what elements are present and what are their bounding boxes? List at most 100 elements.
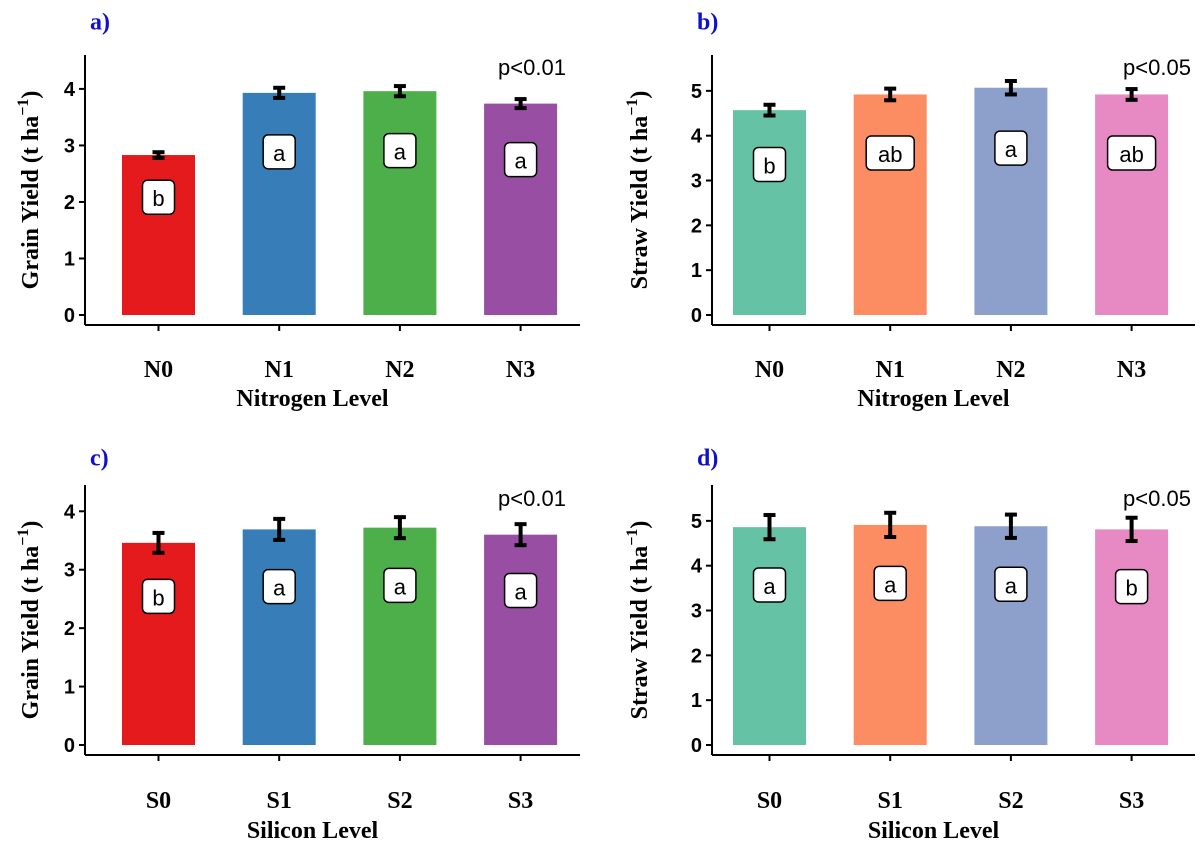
bar-N1 (242, 92, 316, 315)
y-tick-label: 4 (691, 556, 703, 578)
svg-text:a: a (884, 572, 897, 597)
y-tick-label: 3 (64, 560, 75, 582)
bar-S1 (853, 524, 927, 745)
sig-letter-S0: a (752, 567, 787, 603)
sig-letter-S3: a (503, 572, 538, 609)
p-value-annotation: p<0.01 (498, 486, 566, 511)
svg-text:a: a (273, 141, 286, 166)
sig-letter-N2: a (383, 132, 417, 169)
bar-S0 (733, 527, 806, 745)
y-tick-label: 2 (691, 645, 702, 667)
x-tick-label-N2: N2 (385, 357, 414, 383)
y-tick-label: 4 (64, 501, 76, 523)
y-tick-label: 2 (64, 618, 75, 640)
y-tick-label: 3 (691, 601, 702, 623)
y-tick-label: 5 (691, 81, 702, 103)
sig-letter-S1: a (262, 568, 296, 605)
error-bar-S2 (393, 515, 406, 541)
x-tick-label-S0: S0 (757, 788, 782, 814)
y-tick-label: 2 (64, 192, 75, 214)
error-bar-N2 (393, 84, 406, 99)
bar-N3 (1095, 94, 1169, 315)
sig-letter-N3: a (503, 141, 538, 178)
y-tick-label: 5 (691, 511, 702, 533)
svg-text:ab: ab (878, 142, 902, 167)
bar-N1 (853, 94, 927, 315)
x-axis-title: Nitrogen Level (857, 386, 1010, 412)
y-tick-label: 0 (64, 305, 75, 327)
x-tick-label-S2: S2 (387, 788, 412, 814)
x-tick-label-N0: N0 (755, 357, 784, 383)
svg-text:b: b (152, 186, 164, 211)
error-bar-N2 (1004, 79, 1017, 97)
x-tick-label-S0: S0 (146, 788, 171, 814)
bar-S3 (484, 534, 558, 745)
y-tick-label: 1 (64, 248, 75, 270)
sig-letter-S2: a (383, 567, 417, 604)
error-bar-S0 (763, 513, 776, 542)
panel-tag: c) (90, 446, 109, 472)
error-bar-S1 (884, 510, 897, 539)
y-tick-label: 0 (64, 735, 75, 757)
svg-text:a: a (514, 579, 527, 604)
sig-letter-N3: ab (1106, 135, 1157, 171)
svg-text:a: a (763, 574, 776, 599)
error-bar-N1 (884, 86, 897, 103)
bar-N3 (484, 103, 558, 315)
p-value-annotation: p<0.05 (1123, 55, 1191, 80)
error-bar-S2 (1004, 512, 1017, 540)
error-bar-S1 (273, 516, 286, 542)
y-tick-label: 0 (691, 735, 702, 757)
p-value-annotation: p<0.05 (1123, 486, 1191, 511)
svg-text:a: a (273, 576, 286, 601)
panel-tag: b) (697, 10, 718, 36)
error-bar-S3 (514, 522, 527, 548)
svg-text:a: a (1005, 573, 1018, 598)
error-bar-N0 (152, 150, 165, 160)
chart-panel-4: d) a a a b 0 1 2 3 4 5 S0 S1 S2 S3 Silicon Level Straw Y… (624, 446, 1195, 844)
panel-tag: d) (697, 446, 718, 472)
bar-N0 (122, 155, 195, 315)
y-tick-label: 4 (64, 79, 76, 101)
x-tick-label-N1: N1 (265, 357, 294, 383)
svg-text:a: a (514, 149, 527, 174)
x-tick-label-N2: N2 (996, 357, 1025, 383)
x-tick-label-N1: N1 (876, 357, 905, 383)
sig-letter-S0: b (141, 578, 176, 615)
svg-text:a: a (394, 574, 407, 599)
bar-N0 (733, 110, 806, 315)
sig-letter-S1: a (873, 565, 907, 602)
y-tick-label: 3 (64, 135, 75, 157)
y-axis-title: Grain Yield (t ha−1) (15, 91, 44, 290)
bar-S1 (242, 529, 316, 745)
bar-S0 (122, 542, 195, 745)
svg-text:b: b (1125, 576, 1137, 601)
error-bar-N3 (1125, 87, 1138, 102)
x-tick-label-S3: S3 (508, 788, 533, 814)
y-tick-label: 1 (64, 677, 75, 699)
x-axis-title: Silicon Level (247, 818, 379, 844)
x-tick-label-S2: S2 (998, 788, 1023, 814)
sig-letter-N1: ab (865, 135, 915, 171)
y-tick-label: 1 (691, 690, 702, 712)
sig-letter-N1: a (262, 134, 296, 170)
error-bar-S0 (152, 530, 165, 555)
sig-letter-S3: b (1114, 568, 1149, 605)
svg-text:a: a (394, 140, 407, 165)
error-bar-N3 (514, 97, 527, 111)
x-tick-label-N3: N3 (1117, 357, 1146, 383)
sig-letter-N0: b (752, 146, 787, 183)
y-tick-label: 1 (691, 260, 702, 282)
x-axis-title: Nitrogen Level (236, 386, 389, 412)
bar-S2 (974, 526, 1048, 745)
bar-S3 (1095, 529, 1169, 745)
y-axis-title: Straw Yield (t ha−1) (624, 91, 653, 290)
svg-text:b: b (152, 585, 164, 610)
y-tick-label: 4 (691, 126, 703, 148)
svg-text:a: a (1005, 137, 1018, 162)
x-tick-label-N0: N0 (144, 357, 173, 383)
p-value-annotation: p<0.01 (498, 55, 566, 80)
panel-tag: a) (90, 10, 110, 36)
y-tick-label: 3 (691, 171, 702, 193)
